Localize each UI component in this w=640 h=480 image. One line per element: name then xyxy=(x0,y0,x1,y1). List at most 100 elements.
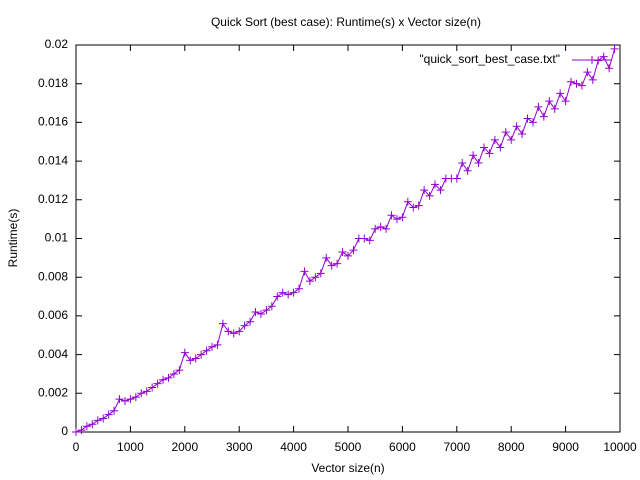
point-marker xyxy=(202,346,211,355)
point-marker xyxy=(474,159,483,168)
point-marker xyxy=(425,191,434,200)
point-marker xyxy=(186,356,195,365)
x-tick-label: 6000 xyxy=(389,440,416,454)
point-marker xyxy=(159,375,168,384)
point-marker xyxy=(382,224,391,233)
point-marker xyxy=(610,44,619,53)
point-marker xyxy=(599,52,608,61)
point-marker xyxy=(577,81,586,90)
point-marker xyxy=(191,354,200,363)
point-marker xyxy=(523,114,532,123)
point-marker xyxy=(120,397,129,406)
point-marker xyxy=(414,201,423,210)
point-marker xyxy=(501,128,510,137)
point-marker xyxy=(316,269,325,278)
point-marker xyxy=(534,102,543,111)
point-marker xyxy=(387,211,396,220)
legend-label: "quick_sort_best_case.txt" xyxy=(419,52,560,66)
x-tick-label: 0 xyxy=(73,440,80,454)
point-marker xyxy=(539,112,548,121)
point-marker xyxy=(218,319,227,328)
point-marker xyxy=(110,406,119,415)
point-marker xyxy=(278,288,287,297)
point-marker xyxy=(567,77,576,86)
point-marker xyxy=(180,348,189,357)
point-marker xyxy=(99,414,108,423)
point-marker xyxy=(333,259,342,268)
point-marker xyxy=(256,309,265,318)
point-marker xyxy=(545,97,554,106)
y-tick-label: 0.012 xyxy=(38,192,68,206)
point-marker xyxy=(169,369,178,378)
point-marker xyxy=(528,118,537,127)
point-marker xyxy=(458,159,467,168)
point-marker xyxy=(360,234,369,243)
point-marker xyxy=(572,79,581,88)
point-marker xyxy=(229,329,238,338)
point-marker xyxy=(88,420,97,429)
point-marker xyxy=(398,213,407,222)
point-marker xyxy=(392,215,401,224)
y-tick-label: 0.002 xyxy=(38,385,68,399)
point-marker xyxy=(137,389,146,398)
x-axis-label: Vector size(n) xyxy=(311,461,384,475)
point-marker xyxy=(142,387,151,396)
chart-title: Quick Sort (best case): Runtime(s) x Vec… xyxy=(211,15,481,29)
point-marker xyxy=(322,253,331,262)
point-marker xyxy=(224,327,233,336)
point-marker xyxy=(338,248,347,257)
point-marker xyxy=(164,373,173,382)
x-tick-label: 1000 xyxy=(117,440,144,454)
point-marker xyxy=(550,104,559,113)
x-tick-label: 9000 xyxy=(552,440,579,454)
point-marker xyxy=(175,366,184,375)
point-marker xyxy=(349,246,358,255)
point-marker xyxy=(311,273,320,282)
point-marker xyxy=(197,350,206,359)
y-tick-label: 0.014 xyxy=(38,153,68,167)
point-marker xyxy=(436,186,445,195)
point-marker xyxy=(431,180,440,189)
y-tick-label: 0.018 xyxy=(38,76,68,90)
x-tick-label: 4000 xyxy=(280,440,307,454)
point-marker xyxy=(131,393,140,402)
y-tick-label: 0.004 xyxy=(38,347,68,361)
y-tick-label: 0.008 xyxy=(38,269,68,283)
point-marker xyxy=(77,426,86,435)
point-marker xyxy=(267,302,276,311)
point-marker xyxy=(262,306,271,315)
point-marker xyxy=(300,267,309,276)
x-tick-label: 7000 xyxy=(443,440,470,454)
legend-swatch xyxy=(572,56,612,64)
point-marker xyxy=(327,261,336,270)
y-axis-label: Runtime(s) xyxy=(6,209,20,268)
x-tick-label: 10000 xyxy=(603,440,637,454)
point-marker xyxy=(235,327,244,336)
point-marker xyxy=(452,174,461,183)
point-marker xyxy=(213,340,222,349)
y-tick-label: 0.006 xyxy=(38,308,68,322)
series-line xyxy=(75,48,616,433)
point-marker xyxy=(115,395,124,404)
point-marker xyxy=(512,122,521,131)
point-marker xyxy=(605,64,614,73)
x-tick-label: 8000 xyxy=(498,440,525,454)
point-marker xyxy=(583,68,592,77)
point-marker xyxy=(556,89,565,98)
y-tick-label: 0.01 xyxy=(45,231,69,245)
point-marker xyxy=(93,416,102,425)
point-marker xyxy=(104,410,113,419)
point-marker xyxy=(480,143,488,152)
point-marker xyxy=(246,317,255,326)
x-tick-label: 5000 xyxy=(335,440,362,454)
point-marker xyxy=(284,290,293,299)
point-marker xyxy=(365,236,374,245)
point-marker xyxy=(490,135,499,144)
point-marker xyxy=(371,224,380,233)
point-marker xyxy=(588,75,597,84)
point-marker xyxy=(295,284,304,293)
point-marker xyxy=(420,186,429,195)
point-marker xyxy=(344,251,352,260)
point-marker xyxy=(289,288,298,297)
